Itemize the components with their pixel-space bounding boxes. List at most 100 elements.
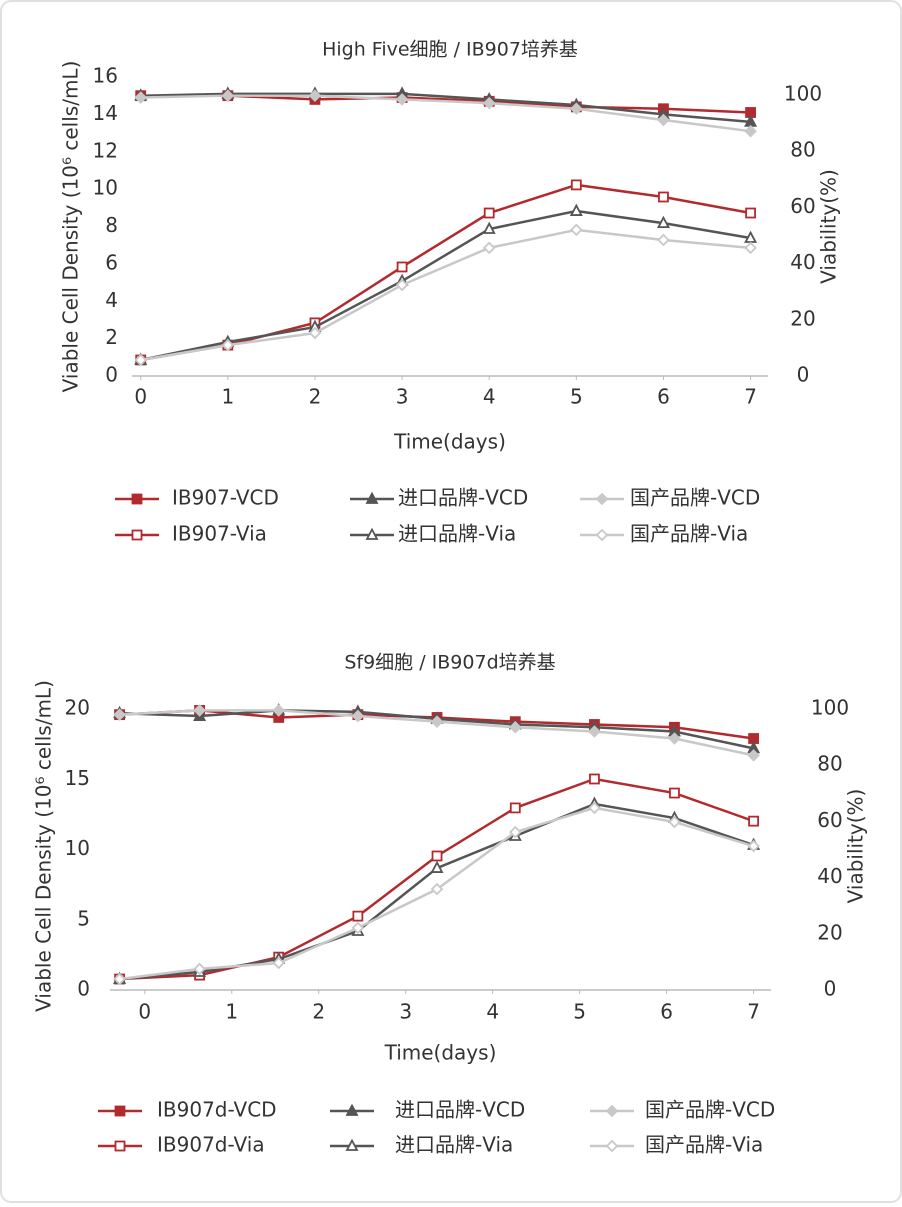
marker bbox=[351, 709, 365, 723]
marker bbox=[351, 921, 365, 935]
series-line bbox=[140, 92, 751, 124]
x-tick-label: 3 bbox=[396, 385, 409, 409]
y-tick-label: 4 bbox=[105, 288, 118, 312]
x-tick-label: 1 bbox=[221, 385, 234, 409]
marker bbox=[395, 278, 409, 292]
marker bbox=[430, 860, 444, 873]
marker bbox=[509, 825, 522, 839]
marker bbox=[365, 527, 379, 540]
y2-tick-label: 60 bbox=[817, 808, 842, 832]
marker bbox=[113, 708, 126, 721]
legend-label: IB907-VCD bbox=[172, 486, 279, 510]
chart-title: High Five细胞 / IB907培养基 bbox=[322, 39, 578, 61]
x-axis-title: Time(days) bbox=[393, 430, 506, 454]
y2-tick-label: 20 bbox=[790, 306, 815, 330]
series-line bbox=[140, 183, 751, 362]
marker bbox=[482, 241, 496, 255]
marker bbox=[744, 241, 757, 255]
y-tick-label: 15 bbox=[65, 766, 90, 790]
y2-tick-label: 40 bbox=[790, 250, 815, 274]
marker bbox=[747, 839, 760, 853]
x-tick-label: 3 bbox=[399, 1000, 412, 1024]
x-tick-label: 4 bbox=[483, 385, 496, 409]
y-tick-label: 8 bbox=[105, 213, 118, 237]
y-axis-title: Viable Cell Density (10⁶ cells/mL) bbox=[32, 680, 56, 1012]
x-tick-label: 2 bbox=[312, 1000, 325, 1024]
legend-label: 进口品牌-Via bbox=[398, 522, 516, 546]
y2-axis-title: Viability(%) bbox=[817, 169, 841, 284]
legend-label: IB907-Via bbox=[172, 522, 267, 546]
marker bbox=[668, 732, 681, 745]
marker bbox=[431, 850, 443, 862]
marker bbox=[570, 223, 583, 237]
marker bbox=[114, 1140, 126, 1152]
marker bbox=[430, 715, 444, 728]
y2-tick-label: 80 bbox=[790, 138, 815, 162]
y2-tick-label: 80 bbox=[817, 752, 842, 776]
y2-tick-label: 100 bbox=[811, 696, 849, 720]
marker bbox=[569, 203, 583, 216]
marker bbox=[114, 1105, 126, 1117]
legend-label: 国产品牌-Via bbox=[645, 1133, 763, 1157]
marker bbox=[221, 338, 235, 352]
marker bbox=[747, 749, 760, 762]
marker bbox=[658, 191, 669, 203]
marker bbox=[588, 725, 601, 738]
marker bbox=[748, 815, 760, 827]
x-tick-label: 4 bbox=[486, 1000, 499, 1024]
marker bbox=[482, 96, 496, 110]
x-tick-label: 1 bbox=[225, 1000, 238, 1024]
marker bbox=[656, 215, 670, 229]
y2-tick-label: 0 bbox=[797, 363, 810, 387]
y-tick-label: 0 bbox=[77, 977, 90, 1001]
marker bbox=[131, 493, 143, 505]
marker bbox=[352, 910, 364, 922]
y2-tick-label: 20 bbox=[817, 920, 842, 944]
marker bbox=[134, 353, 147, 367]
x-tick-label: 6 bbox=[657, 385, 670, 409]
marker bbox=[134, 91, 147, 104]
y-tick-label: 5 bbox=[77, 906, 90, 930]
series-line bbox=[140, 228, 751, 362]
x-tick-label: 5 bbox=[570, 385, 583, 409]
y-axis-title: Viable Cell Density (10⁶ cells/mL) bbox=[59, 61, 83, 393]
marker bbox=[113, 972, 126, 986]
y2-tick-label: 40 bbox=[817, 864, 842, 888]
marker bbox=[430, 882, 444, 896]
marker bbox=[744, 124, 757, 138]
marker bbox=[595, 492, 609, 506]
x-tick-label: 0 bbox=[138, 1000, 151, 1024]
marker bbox=[308, 326, 322, 340]
x-axis-title: Time(days) bbox=[384, 1041, 497, 1065]
marker bbox=[595, 528, 609, 542]
marker bbox=[745, 207, 756, 219]
marker bbox=[308, 89, 322, 102]
marker bbox=[345, 1103, 359, 1116]
marker bbox=[221, 89, 235, 102]
y-tick-label: 6 bbox=[105, 250, 118, 274]
marker bbox=[272, 704, 286, 717]
marker bbox=[482, 221, 496, 234]
marker bbox=[509, 721, 522, 734]
marker bbox=[570, 102, 583, 116]
y-tick-label: 12 bbox=[93, 138, 118, 162]
marker bbox=[589, 773, 600, 785]
marker bbox=[588, 801, 601, 815]
legend-label: 国产品牌-VCD bbox=[630, 486, 760, 510]
marker bbox=[669, 787, 680, 799]
legend-label: 进口品牌-Via bbox=[395, 1133, 513, 1157]
x-tick-label: 6 bbox=[660, 1000, 673, 1024]
marker bbox=[605, 1104, 619, 1118]
y-tick-label: 20 bbox=[65, 696, 90, 720]
marker bbox=[193, 704, 206, 717]
marker bbox=[395, 93, 409, 106]
y2-tick-label: 0 bbox=[824, 977, 837, 1001]
legend-label: IB907d-VCD bbox=[157, 1098, 277, 1122]
x-tick-label: 7 bbox=[744, 385, 757, 409]
y-tick-label: 0 bbox=[105, 363, 118, 387]
y2-axis-title: Viability(%) bbox=[844, 789, 868, 904]
marker bbox=[668, 815, 681, 829]
marker bbox=[509, 802, 521, 814]
y2-tick-label: 60 bbox=[790, 194, 815, 218]
